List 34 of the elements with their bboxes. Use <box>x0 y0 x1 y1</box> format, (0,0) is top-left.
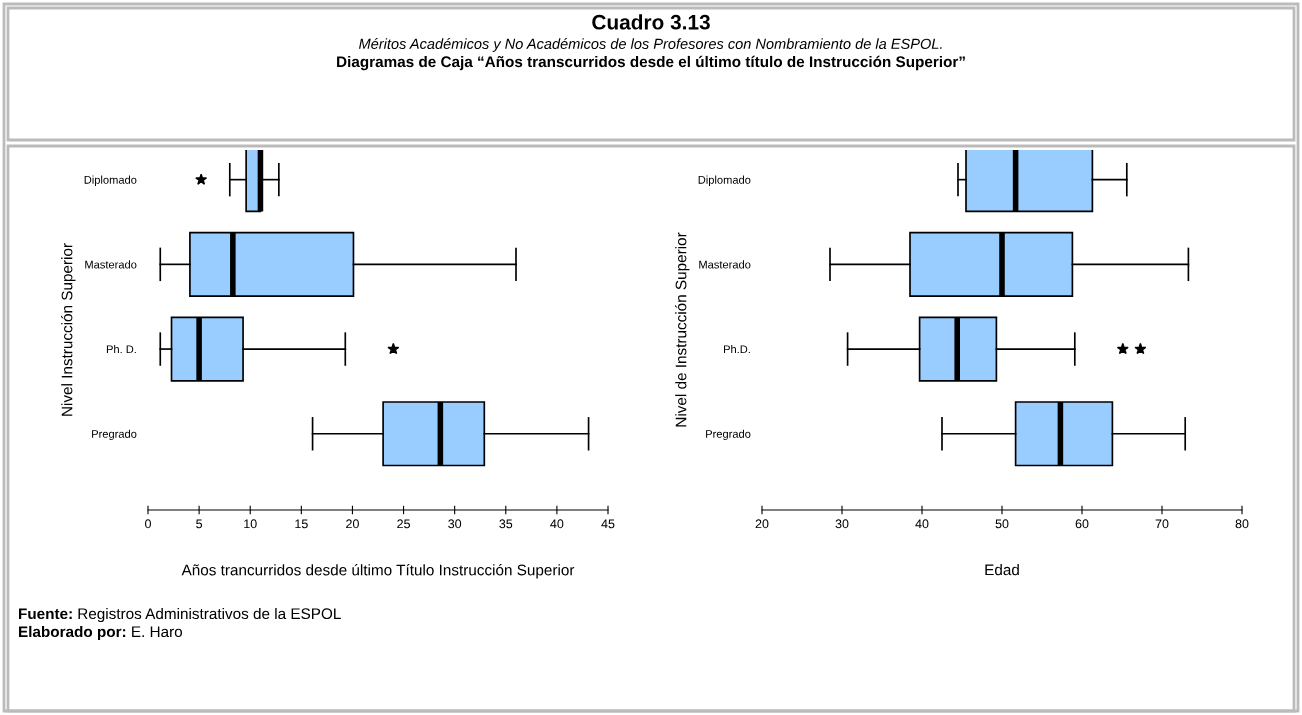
text: Cuadro 3.13 <box>592 14 710 30</box>
y-tick-label: Masterado <box>85 260 137 269</box>
x-tick-label: 80 <box>1235 519 1249 529</box>
text: Méritos Académicos y No Académicos de los Profesores con Nombramiento de la ESPOL. <box>359 38 942 52</box>
x-axis-title: Edad <box>985 564 1019 576</box>
x-tick-label: 0 <box>145 519 151 529</box>
x-tick-label: 30 <box>835 519 849 529</box>
y-axis-title: Nivel de Instrucción Superior <box>675 232 690 427</box>
y-tick-label: Masterado <box>699 260 751 269</box>
x-tick-label: 15 <box>295 519 308 529</box>
y-tick-label: Diplomado <box>698 175 751 186</box>
x-tick-label: 10 <box>244 519 257 529</box>
x-tick-label: 30 <box>448 519 462 529</box>
y-tick-label: Ph. D. <box>106 345 136 354</box>
x-tick-label: 25 <box>397 519 410 529</box>
y-tick-label: Ph.D. <box>724 345 750 354</box>
x-tick-label: 60 <box>1075 519 1089 529</box>
text: Elaborado por: E. Haro <box>19 625 183 641</box>
x-tick-label: 20 <box>346 519 359 529</box>
y-tick-label: Pregrado <box>706 429 751 441</box>
y-tick-label: Diplomado <box>84 175 137 186</box>
x-tick-label: 50 <box>995 519 1009 529</box>
x-tick-label: 40 <box>550 519 564 529</box>
source-note: Fuente: Registros Administrativos de la ESPOL <box>19 607 341 623</box>
x-tick-label: 35 <box>499 519 513 529</box>
x-tick-label: 45 <box>601 519 615 529</box>
x-tick-label: 20 <box>755 519 769 529</box>
x-axis-title: Años trancurridos desde último Título Instrucción Superior <box>181 564 575 579</box>
y-tick-label: Pregrado <box>92 429 137 441</box>
x-tick-label: 70 <box>1155 519 1169 529</box>
text: Diagramas de Caja “Años transcurridos desde el último título de Instrucción Superior” <box>337 55 965 71</box>
y-axis-title: Nivel Instrucción Superior <box>61 243 76 416</box>
x-tick-label: 5 <box>196 519 203 529</box>
x-tick-label: 40 <box>915 519 929 529</box>
